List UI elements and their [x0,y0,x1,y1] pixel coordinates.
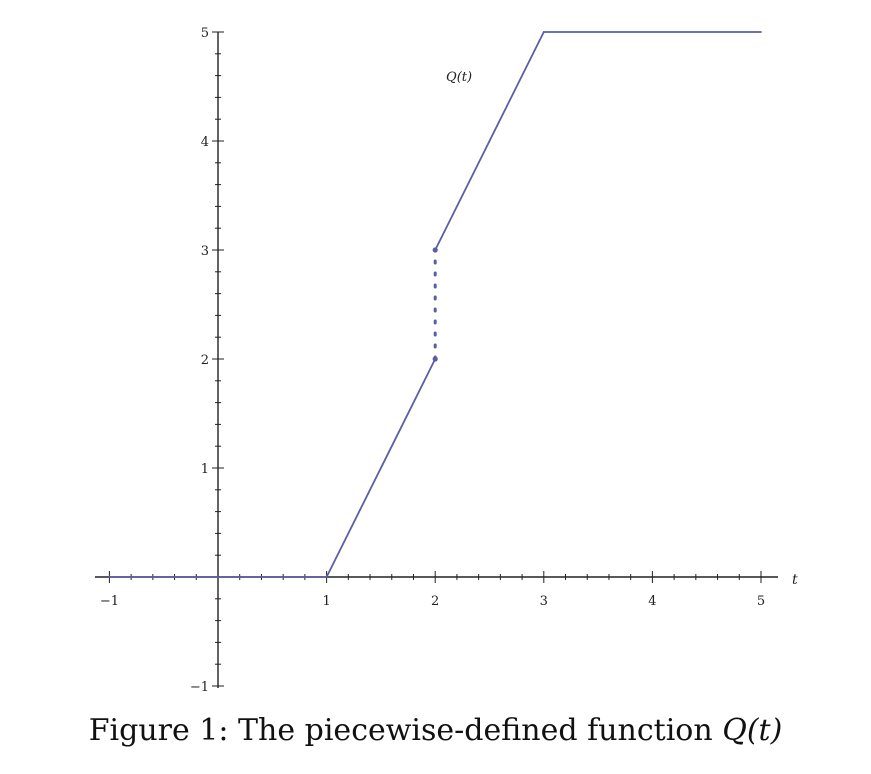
caption-math: Q(t) [722,713,783,748]
y-tick-label: −1 [190,680,209,695]
x-tick-label: 1 [322,594,330,609]
series-line-segment [325,358,437,578]
y-tick-label: 1 [201,462,209,477]
data-point [432,247,438,253]
x-tick-label: 2 [431,594,439,609]
x-tick-label: 4 [648,594,656,609]
x-tick-label: −1 [100,594,119,609]
y-tick-label: 4 [201,135,209,150]
x-axis-title: t [792,572,798,588]
y-axis: −1 1 2 3 4 5 [190,26,224,695]
y-tick-label: 2 [201,353,209,368]
chart: −1 1 2 3 4 5 t −1 1 2 3 4 5 Q(t) [95,26,798,695]
y-tick-label: 3 [201,244,209,259]
figure-caption: Figure 1: The piecewise-defined function… [0,713,871,748]
x-tick-label: 5 [757,594,765,609]
data-point [432,356,438,362]
x-tick-label: 3 [540,594,548,609]
caption-text: Figure 1: The piecewise-defined function [88,713,723,748]
y-tick-label: 5 [201,26,209,41]
curve-label: Q(t) [446,70,472,85]
series-line-segment [434,31,545,251]
series-q [108,31,762,578]
